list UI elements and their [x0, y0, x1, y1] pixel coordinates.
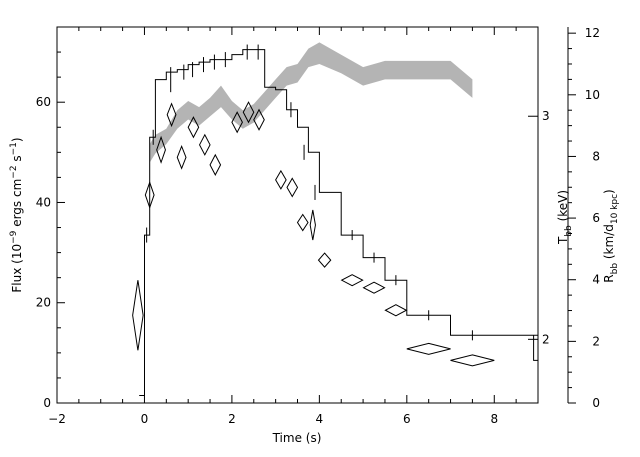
radius-tick-label-5: 10 — [585, 88, 600, 102]
temperature-diamond-7 — [209, 153, 222, 176]
flux-histogram — [139, 49, 538, 396]
temperature-diamond-9 — [242, 101, 255, 124]
radius-band-layer — [149, 42, 473, 163]
temperature-axis-title-main: T — [556, 236, 570, 245]
temperature-axis-title-end: (keV) — [556, 190, 570, 225]
x-tick-label-3: 4 — [316, 412, 324, 426]
radius-tick-label-2: 4 — [592, 273, 600, 287]
temperature-diamond-0 — [132, 280, 144, 351]
radius-tick-label-1: 2 — [592, 334, 600, 348]
radius-axis-title-main: R — [602, 274, 616, 282]
x-tick-label-5: 8 — [490, 412, 498, 426]
temperature-diamond-18 — [384, 304, 408, 317]
y-tick-label-1: 20 — [36, 296, 51, 310]
temperature-diamond-13 — [296, 213, 309, 232]
x-tick-label-0: −2 — [48, 412, 66, 426]
temperature-diamond-5 — [187, 116, 200, 139]
radius-tick-label-6: 12 — [585, 26, 600, 40]
temperature-diamond-14 — [309, 209, 316, 241]
temperature-diamond-2 — [156, 135, 166, 164]
temperature-diamonds-layer — [132, 101, 495, 367]
y-axis-title-end: ) — [10, 137, 24, 142]
temperature-diamond-6 — [198, 133, 211, 156]
radius-tick-label-3: 6 — [592, 211, 600, 225]
temperature-tick-label-0: 2 — [542, 332, 550, 346]
temperature-diamond-17 — [362, 281, 386, 294]
temperature-diamond-8 — [231, 111, 243, 134]
y-axis-title-main: Flux (10 — [10, 244, 24, 293]
y-axis-title-exp2: −2 — [9, 165, 19, 178]
y-tick-label-0: 0 — [43, 396, 51, 410]
radius-tick-label-0: 0 — [592, 396, 600, 410]
x-axis-title: Time (s) — [272, 431, 322, 445]
temperature-diamond-19 — [406, 342, 451, 355]
temperature-diamond-10 — [253, 108, 265, 131]
temperature-diamond-11 — [275, 169, 287, 190]
flux-series-layer — [139, 44, 538, 396]
radius-axis-title-end: ) — [602, 189, 616, 194]
temperature-diamond-3 — [166, 102, 177, 128]
y-axis-title-exp3: −1 — [9, 142, 19, 155]
temperature-diamond-12 — [286, 177, 299, 198]
temperature-diamond-20 — [450, 354, 495, 367]
y-axis-title-mid2: s — [10, 155, 24, 165]
y-tick-label-2: 40 — [36, 195, 51, 209]
radius-axis-title: Rbb (km/d10 kpc) — [602, 189, 620, 282]
radius-axis-title-mid: (km/d — [602, 224, 616, 263]
temperature-tick-label-1: 3 — [542, 109, 550, 123]
temperature-diamond-1 — [144, 180, 155, 209]
y-axis-title-exp1: −9 — [9, 230, 19, 244]
temperature-diamond-16 — [340, 274, 364, 287]
x-tick-label-1: 0 — [141, 412, 149, 426]
y-axis-title-mid: ergs cm — [10, 179, 24, 231]
y-tick-label-3: 60 — [36, 95, 51, 109]
radius-axis-title-sub: bb — [610, 263, 620, 275]
temperature-diamond-4 — [176, 144, 187, 170]
axis-ticks-layer: −2 0 2 4 6 8 0 20 40 60 2 3 0 2 4 6 8 10 12 — [36, 26, 600, 426]
temperature-axis-title: Tbb (keV) — [556, 190, 574, 245]
temperature-axis-title-sub: bb — [564, 225, 574, 237]
x-tick-label-4: 6 — [403, 412, 411, 426]
x-tick-label-2: 2 — [228, 412, 236, 426]
radius-band — [149, 42, 473, 163]
y-axis-title: Flux (10−9 ergs cm−2 s−1) — [9, 137, 24, 292]
radius-tick-label-4: 8 — [592, 149, 600, 163]
radius-axis-title-sub2: 10 kpc — [610, 194, 620, 224]
temperature-diamond-15 — [317, 252, 332, 268]
